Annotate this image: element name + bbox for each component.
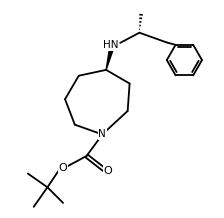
Text: O: O xyxy=(59,163,67,173)
Text: HN: HN xyxy=(103,40,119,50)
Text: N: N xyxy=(98,129,106,140)
Text: O: O xyxy=(104,166,112,176)
Polygon shape xyxy=(106,46,114,70)
